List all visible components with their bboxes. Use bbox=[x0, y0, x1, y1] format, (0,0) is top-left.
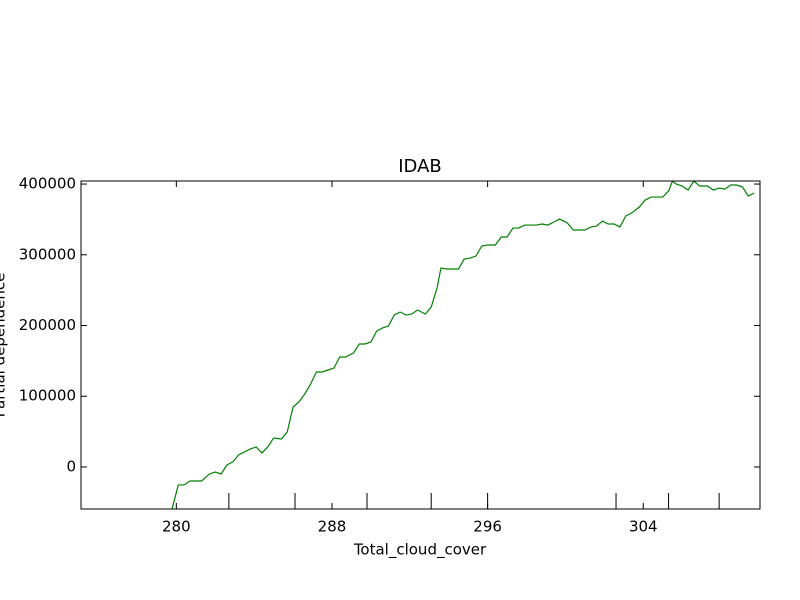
y-tick-label: 300000 bbox=[19, 245, 76, 263]
x-tick-label: 304 bbox=[629, 518, 658, 536]
y-axis-label: Partial dependence bbox=[0, 273, 9, 418]
plot-frame bbox=[80, 180, 761, 510]
x-axis-label: Total_cloud_cover bbox=[353, 541, 487, 560]
y-tick-label: 400000 bbox=[19, 175, 76, 193]
x-tick-label: 296 bbox=[473, 518, 502, 536]
y-tick-label: 100000 bbox=[19, 387, 76, 405]
x-tick-label: 280 bbox=[162, 518, 191, 536]
y-tick-label: 200000 bbox=[19, 316, 76, 334]
data-line bbox=[171, 181, 755, 509]
y-tick-label: 0 bbox=[66, 457, 76, 475]
plot-area bbox=[171, 181, 755, 509]
x-tick-label: 288 bbox=[318, 518, 347, 536]
chart-title: IDAB bbox=[398, 156, 442, 177]
